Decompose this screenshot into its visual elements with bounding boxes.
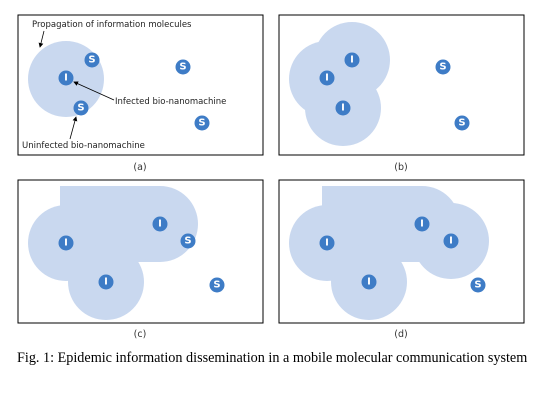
node-i: I — [58, 235, 74, 251]
svg-text:I: I — [325, 238, 329, 249]
svg-text:S: S — [458, 118, 465, 129]
svg-text:I: I — [341, 103, 345, 114]
svg-text:S: S — [213, 280, 220, 291]
svg-text:I: I — [158, 219, 162, 230]
svg-text:S: S — [184, 236, 191, 247]
node-s: S — [435, 59, 451, 75]
node-i: I — [344, 52, 360, 68]
svg-text:S: S — [474, 280, 481, 291]
node-s: S — [454, 115, 470, 131]
svg-text:I: I — [64, 238, 68, 249]
svg-text:I: I — [449, 236, 453, 247]
infected-arrow — [73, 81, 115, 101]
panel-label-c: (c) — [134, 329, 147, 340]
uninfected-arrow — [69, 116, 78, 140]
svg-text:S: S — [439, 62, 446, 73]
panel-a: S I S S S Propagation of information mol… — [17, 14, 264, 173]
node-i: I — [414, 216, 430, 232]
svg-text:S: S — [77, 103, 84, 114]
panel-b: I I I S S (b) — [278, 14, 525, 173]
svg-text:I: I — [350, 55, 354, 66]
svg-text:I: I — [367, 277, 371, 288]
propagation-arrow — [38, 30, 45, 48]
node-s: S — [194, 115, 210, 131]
node-i: I — [98, 274, 114, 290]
svg-text:S: S — [88, 55, 95, 66]
node-i: I — [335, 100, 351, 116]
svg-text:I: I — [104, 277, 108, 288]
svg-text:I: I — [420, 219, 424, 230]
epidemic-diagram: S I S S S Propagation of information mol… — [17, 14, 525, 340]
panel-label-a: (a) — [133, 162, 146, 173]
panel-label-d: (d) — [394, 329, 407, 340]
svg-text:S: S — [198, 118, 205, 129]
node-s: S — [84, 52, 100, 68]
node-i: I — [443, 233, 459, 249]
panel-label-b: (b) — [394, 162, 407, 173]
panel-d: I I I I S (d) — [278, 179, 525, 340]
node-s: S — [180, 233, 196, 249]
node-s: S — [470, 277, 486, 293]
propagation-label: Propagation of information molecules — [32, 20, 192, 30]
node-s: S — [175, 59, 191, 75]
node-i: I — [319, 235, 335, 251]
figure-caption: Fig. 1: Epidemic information disseminati… — [17, 350, 528, 366]
svg-text:S: S — [179, 62, 186, 73]
svg-text:I: I — [64, 73, 68, 84]
node-s: S — [73, 100, 89, 116]
panel-c: I I S I S (c) — [17, 179, 264, 340]
uninfected-label: Uninfected bio-nanomachine — [22, 141, 145, 151]
node-i: I — [58, 70, 74, 86]
node-i: I — [152, 216, 168, 232]
svg-text:I: I — [325, 73, 329, 84]
node-s: S — [209, 277, 225, 293]
node-i: I — [319, 70, 335, 86]
infected-label: Infected bio-nanomachine — [115, 97, 226, 107]
node-i: I — [361, 274, 377, 290]
